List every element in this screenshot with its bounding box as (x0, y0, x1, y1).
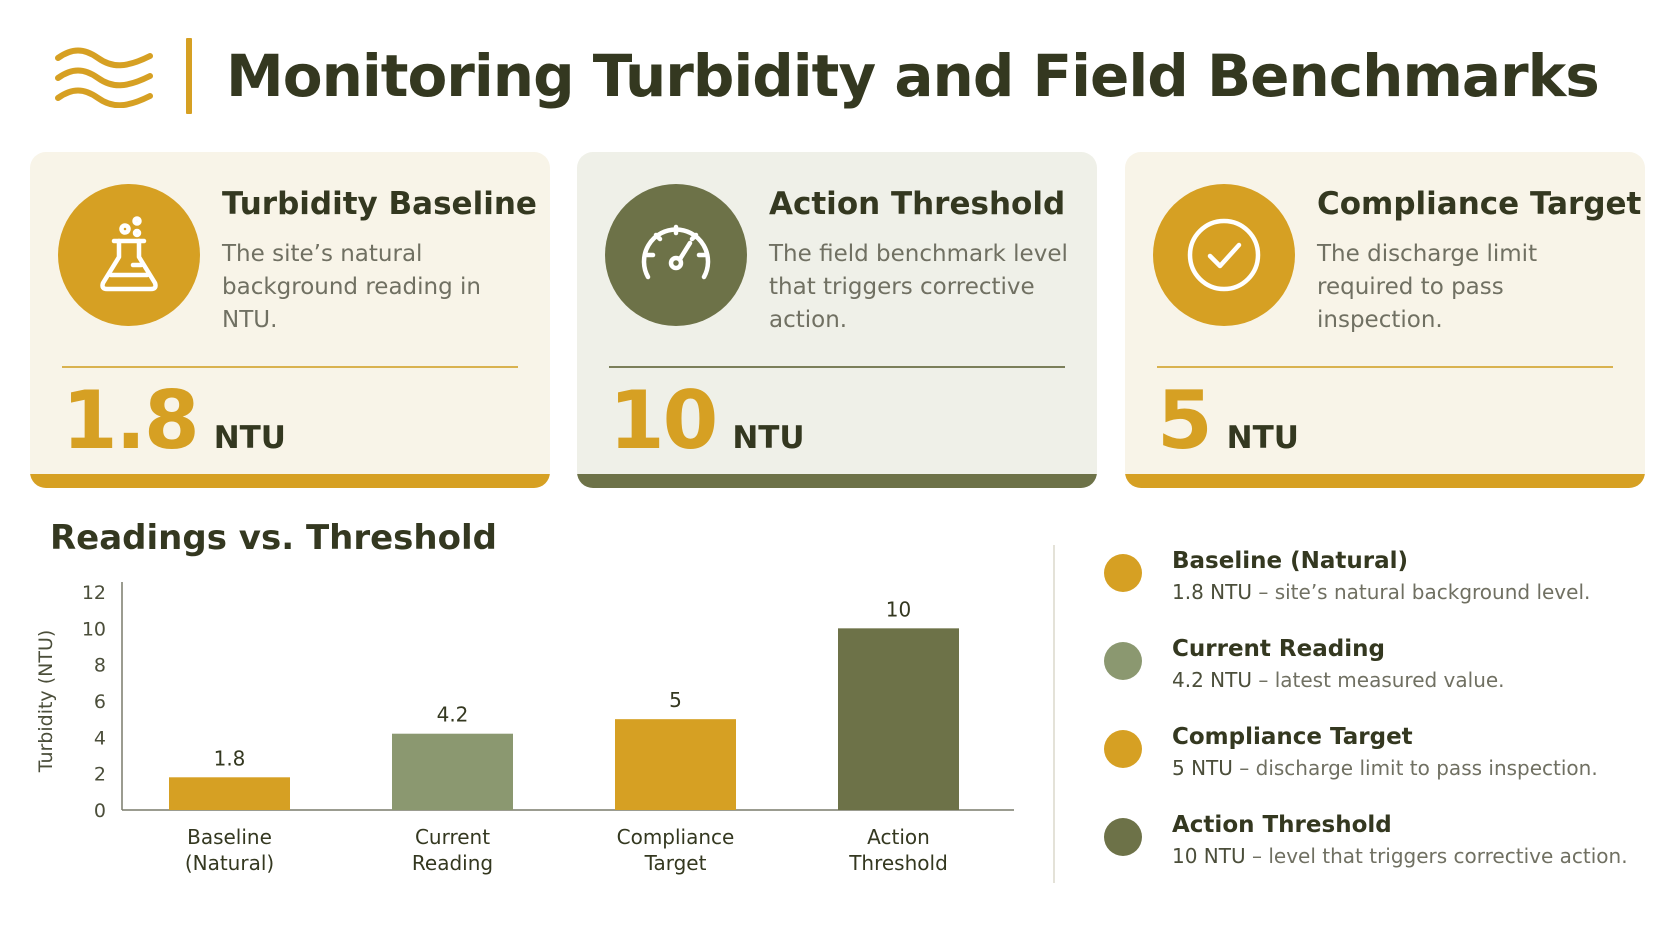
x-tick-label: Threshold (848, 851, 948, 875)
legend-value: 5 NTU (1172, 756, 1233, 780)
x-tick-label: Baseline (187, 825, 272, 849)
legend-item: Action Threshold 10 NTU – level that trig… (1104, 812, 1654, 900)
card-value-row: 5 NTU (1157, 374, 1299, 467)
legend-name: Baseline (Natural) (1172, 548, 1408, 574)
header-divider (186, 38, 192, 114)
gauge-icon (641, 224, 711, 280)
y-tick-label: 8 (94, 655, 106, 677)
legend-swatch (1104, 642, 1142, 680)
bar-3 (615, 719, 736, 810)
card-divider (609, 366, 1065, 368)
card-description: The site’s natural background reading in… (222, 241, 481, 333)
y-tick-label: 2 (94, 764, 106, 786)
y-tick-label: 10 (82, 618, 106, 640)
data-label: 10 (886, 597, 911, 621)
card-title: Compliance Target (1317, 186, 1642, 222)
x-tick-label: Action (867, 825, 930, 849)
legend-desc-text: – site’s natural background level. (1251, 580, 1591, 604)
y-tick-label: 6 (94, 691, 106, 713)
card-unit: NTU (1226, 420, 1299, 456)
chart-title: Readings vs. Threshold (50, 518, 497, 558)
card-accent-bar (577, 474, 1097, 488)
card-icon-circle (1153, 184, 1295, 326)
card-divider (62, 366, 518, 368)
legend-name: Action Threshold (1172, 812, 1392, 838)
card-action-threshold: Action Threshold The field benchmark lev… (577, 152, 1097, 488)
page-header: Monitoring Turbidity and Field Benchmark… (54, 36, 1600, 116)
legend-description: 1.8 NTU – site’s natural background leve… (1172, 580, 1590, 604)
legend-value: 10 NTU (1172, 844, 1246, 868)
page-title: Monitoring Turbidity and Field Benchmark… (226, 42, 1600, 110)
legend-desc-text: – discharge limit to pass inspection. (1232, 756, 1598, 780)
data-label: 1.8 (214, 746, 246, 770)
card-accent-bar (1125, 474, 1645, 488)
bar-4 (838, 628, 959, 810)
card-description: The discharge limit required to pass ins… (1317, 241, 1538, 333)
card-accent-bar (30, 474, 550, 488)
card-title: Action Threshold (769, 186, 1066, 222)
legend-name: Compliance Target (1172, 724, 1413, 750)
legend-value: 4.2 NTU (1172, 668, 1252, 692)
card-icon-circle (605, 184, 747, 326)
card-divider (1157, 366, 1613, 368)
legend-description: 4.2 NTU – latest measured value. (1172, 668, 1505, 692)
legend-value: 1.8 NTU (1172, 580, 1252, 604)
legend-item: Current Reading 4.2 NTU – latest measured… (1104, 636, 1654, 724)
bar-1 (169, 777, 290, 810)
card-icon-circle (58, 184, 200, 326)
water-waves-icon (55, 47, 153, 108)
x-tick-label: Reading (412, 851, 493, 875)
y-tick-label: 4 (94, 727, 106, 749)
data-label: 4.2 (437, 703, 469, 727)
section-divider (1053, 545, 1055, 883)
card-compliance-target: Compliance Target The discharge limit re… (1125, 152, 1645, 488)
card-description: The field benchmark level that triggers … (769, 241, 1068, 333)
legend-name: Current Reading (1172, 636, 1385, 662)
x-tick-label: (Natural) (185, 851, 274, 875)
check-circle-icon (1187, 218, 1261, 292)
bar-2 (392, 733, 513, 810)
card-unit: NTU (213, 420, 286, 456)
card-value: 10 (609, 374, 718, 467)
card-value: 5 (1157, 374, 1213, 467)
y-axis-label: Turbidity (NTU) (35, 630, 57, 774)
legend-item: Compliance Target 5 NTU – discharge limit… (1104, 724, 1654, 812)
bar-chart: Turbidity (NTU) 0 2 4 6 8 10 12 1.8 Baseline(Natu… (35, 582, 1014, 875)
x-tick-label: Current (415, 825, 490, 849)
y-tick-label: 12 (82, 582, 106, 604)
card-unit: NTU (732, 420, 805, 456)
card-value: 1.8 (62, 374, 200, 467)
y-tick-label: 0 (94, 800, 106, 822)
x-tick-label: Target (644, 851, 707, 875)
legend-swatch (1104, 818, 1142, 856)
card-value-row: 10 NTU (609, 374, 805, 467)
legend-description: 10 NTU – level that triggers corrective … (1172, 844, 1628, 868)
legend-item: Baseline (Natural) 1.8 NTU – site’s natur… (1104, 548, 1654, 636)
card-value-row: 1.8 NTU (62, 374, 286, 467)
card-title: Turbidity Baseline (222, 186, 537, 222)
chart-legend: Baseline (Natural) 1.8 NTU – site’s natur… (1104, 548, 1654, 900)
card-turbidity-baseline: Turbidity Baseline The site’s natural ba… (30, 152, 550, 488)
x-tick-label: Compliance (617, 825, 735, 849)
legend-desc-text: – level that triggers corrective action. (1245, 844, 1628, 868)
legend-description: 5 NTU – discharge limit to pass inspecti… (1172, 756, 1598, 780)
legend-swatch (1104, 554, 1142, 592)
legend-desc-text: – latest measured value. (1251, 668, 1505, 692)
data-label: 5 (669, 688, 682, 712)
lab-flask-icon (100, 216, 158, 292)
legend-swatch (1104, 730, 1142, 768)
